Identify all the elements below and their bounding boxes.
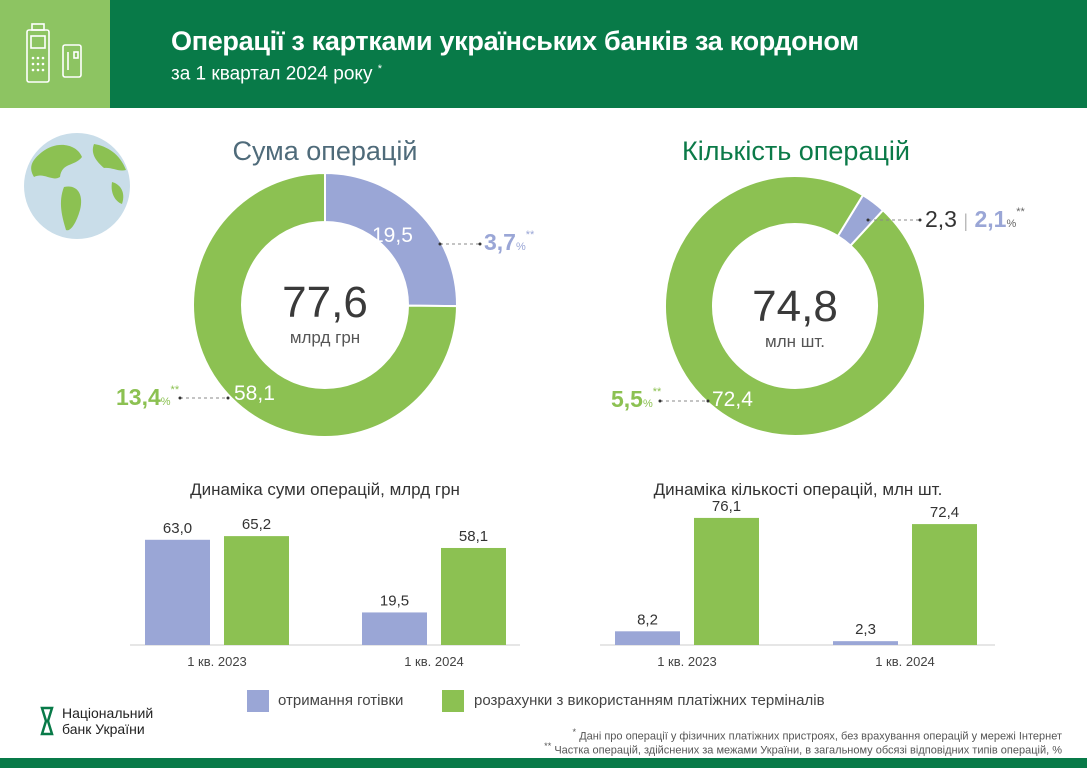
header-icon-panel: [0, 0, 110, 108]
count-terminal-label: 72,4: [712, 388, 753, 411]
globe-icon: [24, 133, 130, 239]
header-bar: [0, 0, 1087, 108]
count-bar-title: Динаміка кількості операцій, млн шт.: [653, 480, 943, 499]
sum-bar: [145, 539, 210, 645]
sum-terminal-share: 13,4%**: [116, 384, 180, 410]
count-bar-label: 8,2: [637, 611, 658, 628]
leader-dot: [178, 396, 182, 400]
footnote-1: * Дані про операції у фізичних платіжних…: [572, 727, 1062, 743]
count-bar: [694, 517, 759, 645]
donut-charts: [178, 171, 926, 438]
sum-section-title: Сума операцій: [232, 136, 418, 166]
sum-bar-label: 65,2: [242, 516, 271, 533]
nbu-logo-icon: [40, 706, 54, 736]
sum-category-label: 1 кв. 2023: [187, 654, 247, 669]
count-unit: млн шт.: [765, 332, 825, 351]
footnote-2: ** Частка операцій, здійснених за межами…: [544, 741, 1062, 757]
sum-bar-label: 58,1: [459, 528, 488, 545]
legend-swatch-cash: [247, 690, 269, 712]
sum-category-label: 1 кв. 2024: [404, 654, 464, 669]
count-section-title: Кількість операцій: [681, 136, 911, 166]
count-bar: [912, 524, 977, 645]
sum-total: 77,6: [282, 278, 368, 327]
leader-dot: [226, 396, 230, 400]
sum-unit: млрд грн: [289, 328, 361, 347]
subtitle-text: за 1 квартал 2024 року: [171, 63, 373, 85]
count-bar-label: 76,1: [712, 500, 741, 515]
page-title: Операції з картками українських банків з…: [171, 26, 859, 56]
page-subtitle: за 1 квартал 2024 року *: [171, 63, 382, 85]
leader-dot: [658, 399, 662, 403]
footer-bar: [0, 758, 1087, 768]
bar-charts: 63,0 65,2 1 кв. 2023 19,5 58,1 1 кв. 2024 8,2 7…: [130, 500, 995, 669]
count-bar-label: 72,4: [930, 504, 959, 521]
sum-bar-label: 19,5: [380, 592, 409, 609]
count-bar: [833, 641, 898, 645]
legend-label-cash: отримання готівки: [278, 692, 404, 709]
count-terminal-share: 5,5%**: [611, 386, 662, 412]
count-bar-label: 2,3: [855, 621, 876, 638]
count-category-label: 1 кв. 2023: [657, 654, 717, 669]
leader-dot: [478, 242, 482, 246]
count-total: 74,8: [752, 282, 838, 331]
count-category-label: 1 кв. 2024: [875, 654, 935, 669]
sum-slice-terminals: [192, 171, 459, 438]
footnote-mark: *: [377, 63, 383, 75]
sum-bar: [362, 612, 427, 645]
count-cash-annotation: 2,3 | 2,1%**: [925, 206, 1025, 232]
legend-swatch-terminals: [442, 690, 464, 712]
sum-terminal-label: 58,1: [234, 382, 275, 405]
sum-cash-share: 3,7%**: [484, 229, 535, 255]
count-slice-terminals: [664, 175, 926, 437]
leader-dot: [438, 242, 442, 246]
sum-bar: [224, 536, 289, 645]
payment-terminal-icon: [26, 23, 82, 83]
count-bar: [615, 631, 680, 645]
sum-cash-label: 19,5: [372, 224, 413, 247]
sum-bar-label: 63,0: [163, 520, 192, 537]
sum-bar-title: Динаміка суми операцій, млрд грн: [190, 480, 460, 499]
leader-dot: [866, 218, 870, 222]
leader-dot: [918, 218, 922, 222]
leader-dot: [706, 399, 710, 403]
legend-label-terminals: розрахунки з використанням платіжних тер…: [474, 692, 825, 709]
sum-bar: [441, 547, 506, 645]
nbu-logo-text: Національний банк України: [62, 705, 154, 737]
